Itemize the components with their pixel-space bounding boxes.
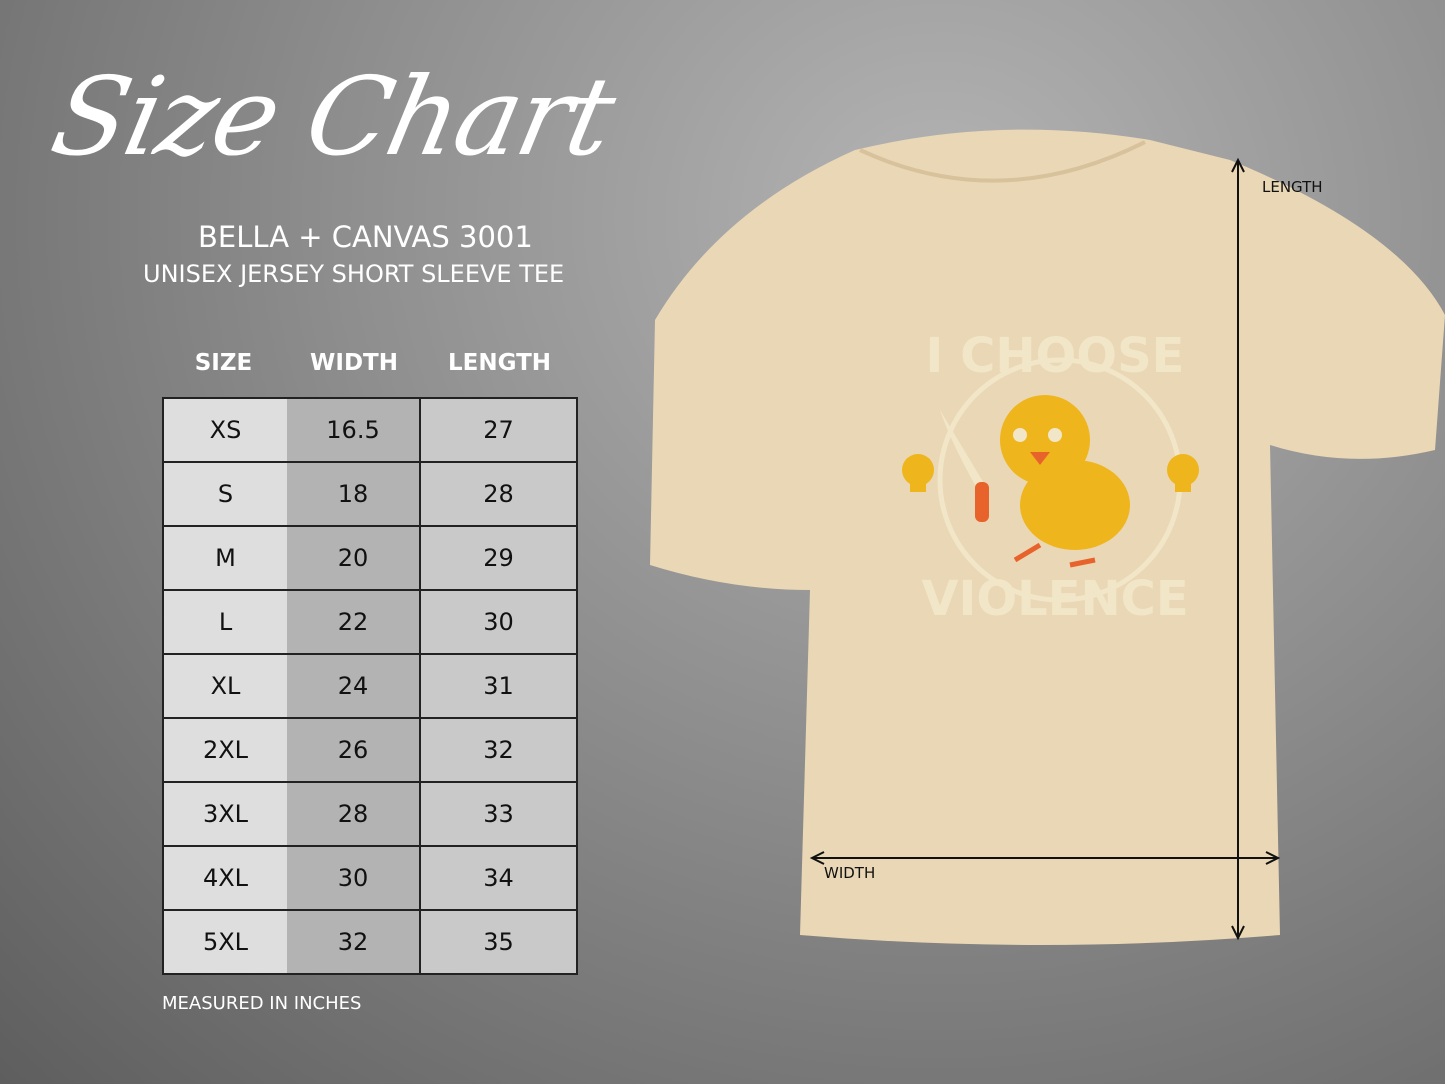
size-cell: XS: [162, 397, 287, 463]
size-cell: L: [162, 589, 287, 655]
table-row: XS 16.5 27: [162, 397, 578, 463]
table-row: 4XL 30 34: [162, 845, 578, 911]
table-row: 3XL 28 33: [162, 781, 578, 847]
print-bottom-text: VIOLENCE: [921, 571, 1188, 627]
header-width: WIDTH: [310, 350, 398, 376]
length-cell: 33: [419, 781, 578, 847]
header-length: LENGTH: [447, 350, 552, 376]
header-size: SIZE: [194, 350, 253, 376]
skull-icon: [1167, 454, 1199, 492]
size-cell: XL: [162, 653, 287, 719]
length-cell: 31: [419, 653, 578, 719]
collar: [859, 140, 1146, 183]
length-dimension-arrow: [1231, 157, 1245, 941]
size-cell: M: [162, 525, 287, 591]
length-cell: 34: [419, 845, 578, 911]
width-cell: 24: [287, 653, 421, 719]
width-label: WIDTH: [824, 864, 875, 882]
length-cell: 32: [419, 717, 578, 783]
table-row: L 22 30: [162, 589, 578, 655]
product-subtitle: UNISEX JERSEY SHORT SLEEVE TEE: [143, 260, 565, 288]
length-label: LENGTH: [1262, 178, 1323, 196]
width-cell: 30: [287, 845, 421, 911]
width-cell: 22: [287, 589, 421, 655]
width-cell: 18: [287, 461, 421, 527]
length-cell: 28: [419, 461, 578, 527]
length-cell: 30: [419, 589, 578, 655]
units-note: MEASURED IN INCHES: [162, 993, 362, 1014]
skull-icon: [902, 454, 934, 492]
size-cell: 5XL: [162, 909, 287, 975]
width-cell: 32: [287, 909, 421, 975]
chick-icon: [1000, 395, 1130, 568]
width-cell: 16.5: [287, 397, 421, 463]
table-row: M 20 29: [162, 525, 578, 591]
width-dimension-arrow: [809, 851, 1281, 865]
print-top-text: I CHOOSE: [926, 328, 1185, 384]
size-cell: 4XL: [162, 845, 287, 911]
width-cell: 20: [287, 525, 421, 591]
length-cell: 27: [419, 397, 578, 463]
size-cell: 3XL: [162, 781, 287, 847]
table-row: 2XL 26 32: [162, 717, 578, 783]
table-row: 5XL 32 35: [162, 909, 578, 975]
size-cell: 2XL: [162, 717, 287, 783]
brand-model: BELLA + CANVAS 3001: [198, 220, 533, 254]
length-cell: 29: [419, 525, 578, 591]
length-cell: 35: [419, 909, 578, 975]
knife-icon: [940, 410, 989, 522]
table-row: XL 24 31: [162, 653, 578, 719]
width-cell: 26: [287, 717, 421, 783]
width-cell: 28: [287, 781, 421, 847]
size-cell: S: [162, 461, 287, 527]
size-table: XS 16.5 27 S 18 28 M 20 29 L 22 30 XL 24 31 2XL 26 32 3XL 2…: [162, 397, 578, 975]
table-row: S 18 28: [162, 461, 578, 527]
